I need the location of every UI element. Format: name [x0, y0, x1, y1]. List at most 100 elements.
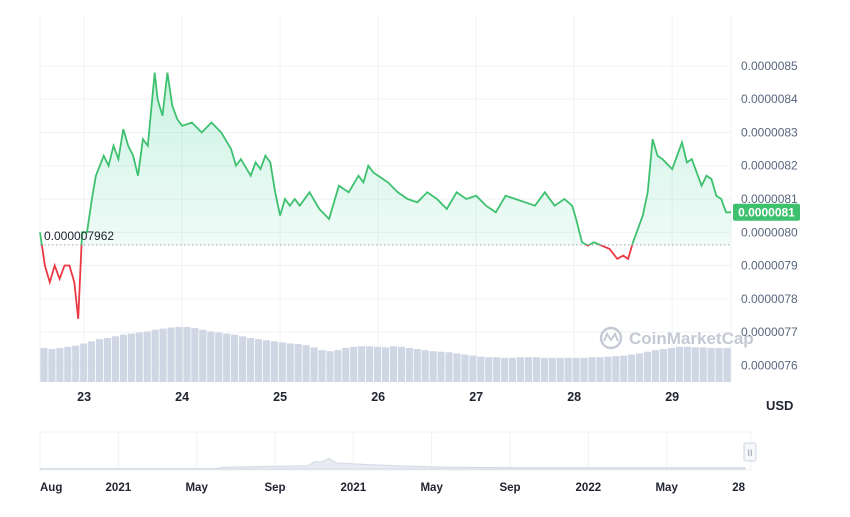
volume-bar — [207, 331, 215, 382]
volume-bar — [286, 343, 294, 382]
x-tick-label: 28 — [567, 390, 581, 404]
volume-bar — [254, 339, 262, 382]
navigator-x-labels: Aug 2021 May Sep 2021 May Sep 2022 May 28 — [40, 482, 746, 494]
reference-price-label: 0.000007962 — [44, 229, 114, 243]
volume-bar — [318, 350, 326, 382]
volume-bar — [159, 328, 167, 382]
volume-bar — [373, 346, 382, 382]
volume-bar — [231, 334, 239, 382]
volume-bar — [540, 357, 548, 382]
volume-bar — [405, 347, 413, 382]
x-tick-label: 26 — [371, 390, 385, 404]
volume-bar — [262, 340, 270, 382]
volume-bar — [556, 357, 564, 382]
volume-bar — [342, 347, 350, 382]
y-tick-label: 0.0000078 — [741, 292, 798, 306]
price-line-above-reference — [39, 72, 731, 245]
volume-bar — [524, 357, 533, 382]
volume-bar — [95, 339, 104, 382]
y-tick-label: 0.0000076 — [741, 358, 798, 372]
x-tick-label: 29 — [665, 390, 679, 404]
volume-bar — [334, 350, 342, 382]
volume-bar — [119, 334, 127, 382]
volume-bar — [691, 347, 699, 382]
volume-bar — [175, 327, 183, 382]
volume-bar — [199, 329, 207, 382]
volume-bar — [501, 357, 509, 382]
volume-bar — [493, 357, 501, 382]
navigator-handle[interactable]: II — [743, 442, 757, 462]
volume-bar — [596, 357, 604, 382]
volume-bar — [715, 347, 723, 382]
navigator-x-label: Aug — [40, 482, 62, 494]
volume-bar — [40, 347, 48, 382]
volume-bar — [151, 329, 159, 382]
volume-bar — [278, 342, 286, 382]
volume-bar — [461, 354, 469, 382]
volume-bar — [604, 356, 612, 382]
volume-bar — [509, 357, 517, 382]
volume-bar — [294, 344, 302, 382]
volume-bar — [302, 345, 310, 382]
range-navigator[interactable]: II — [39, 431, 757, 471]
current-price-label: 0.0000081 — [738, 205, 795, 219]
volume-bar — [644, 351, 652, 382]
volume-bar — [564, 357, 572, 382]
y-tick-label: 0.0000079 — [741, 259, 798, 273]
volume-bar — [135, 332, 143, 382]
volume-bar — [667, 347, 676, 382]
volume-bar — [270, 341, 278, 382]
y-tick-label: 0.0000081 — [741, 192, 798, 206]
volume-bar — [453, 353, 461, 382]
volume-bar — [469, 355, 477, 382]
volume-bar — [628, 354, 636, 382]
coinmarketcap-logo-icon — [599, 326, 623, 350]
volume-bar — [516, 357, 525, 382]
volume-bar — [683, 346, 691, 382]
navigator-x-label: May — [185, 482, 208, 494]
navigator-handle-grip: II — [747, 448, 752, 458]
volume-bar — [223, 333, 231, 382]
volume-bar — [723, 347, 731, 382]
volume-bar — [397, 346, 405, 382]
volume-bar — [246, 338, 255, 382]
navigator-x-label: May — [420, 482, 443, 494]
current-price-badge: 0.0000081 — [733, 203, 800, 221]
y-tick-label: 0.0000085 — [741, 59, 798, 73]
volume-bar — [310, 347, 318, 382]
volume-bar — [80, 343, 88, 382]
y-axis-ticks: 0.0000076 0.0000077 0.0000078 0.0000079 0.00… — [741, 59, 798, 372]
volume-bar — [620, 355, 628, 382]
volume-bar — [675, 346, 683, 382]
volume-bar — [111, 336, 120, 382]
volume-bar — [238, 336, 247, 382]
volume-bar — [56, 347, 64, 382]
navigator-gridlines — [117, 432, 668, 470]
volume-bars — [40, 327, 731, 382]
volume-bar — [636, 353, 644, 382]
currency-label: USD — [766, 398, 793, 413]
volume-bar — [64, 346, 72, 382]
y-tick-label: 0.0000077 — [741, 325, 798, 339]
y-tick-label: 0.0000082 — [741, 159, 798, 173]
volume-bar — [366, 346, 374, 382]
volume-bar — [707, 347, 715, 382]
x-axis-ticks: 23 24 25 26 27 28 29 — [77, 390, 679, 404]
volume-bar — [215, 332, 223, 382]
y-tick-label: 0.0000083 — [741, 125, 798, 139]
navigator-x-label: Sep — [499, 482, 520, 494]
volume-bar — [429, 351, 437, 382]
volume-bar — [699, 347, 707, 382]
x-tick-label: 24 — [175, 390, 189, 404]
volume-bar — [389, 346, 398, 382]
volume-bar — [183, 327, 191, 382]
navigator-x-label: Sep — [264, 482, 285, 494]
volume-bar — [651, 350, 660, 382]
volume-bar — [659, 349, 668, 382]
volume-bar — [350, 346, 358, 382]
volume-bar — [127, 333, 135, 382]
volume-bar — [167, 327, 175, 382]
volume-bar — [532, 357, 540, 382]
navigator-x-label: 2022 — [576, 482, 602, 494]
